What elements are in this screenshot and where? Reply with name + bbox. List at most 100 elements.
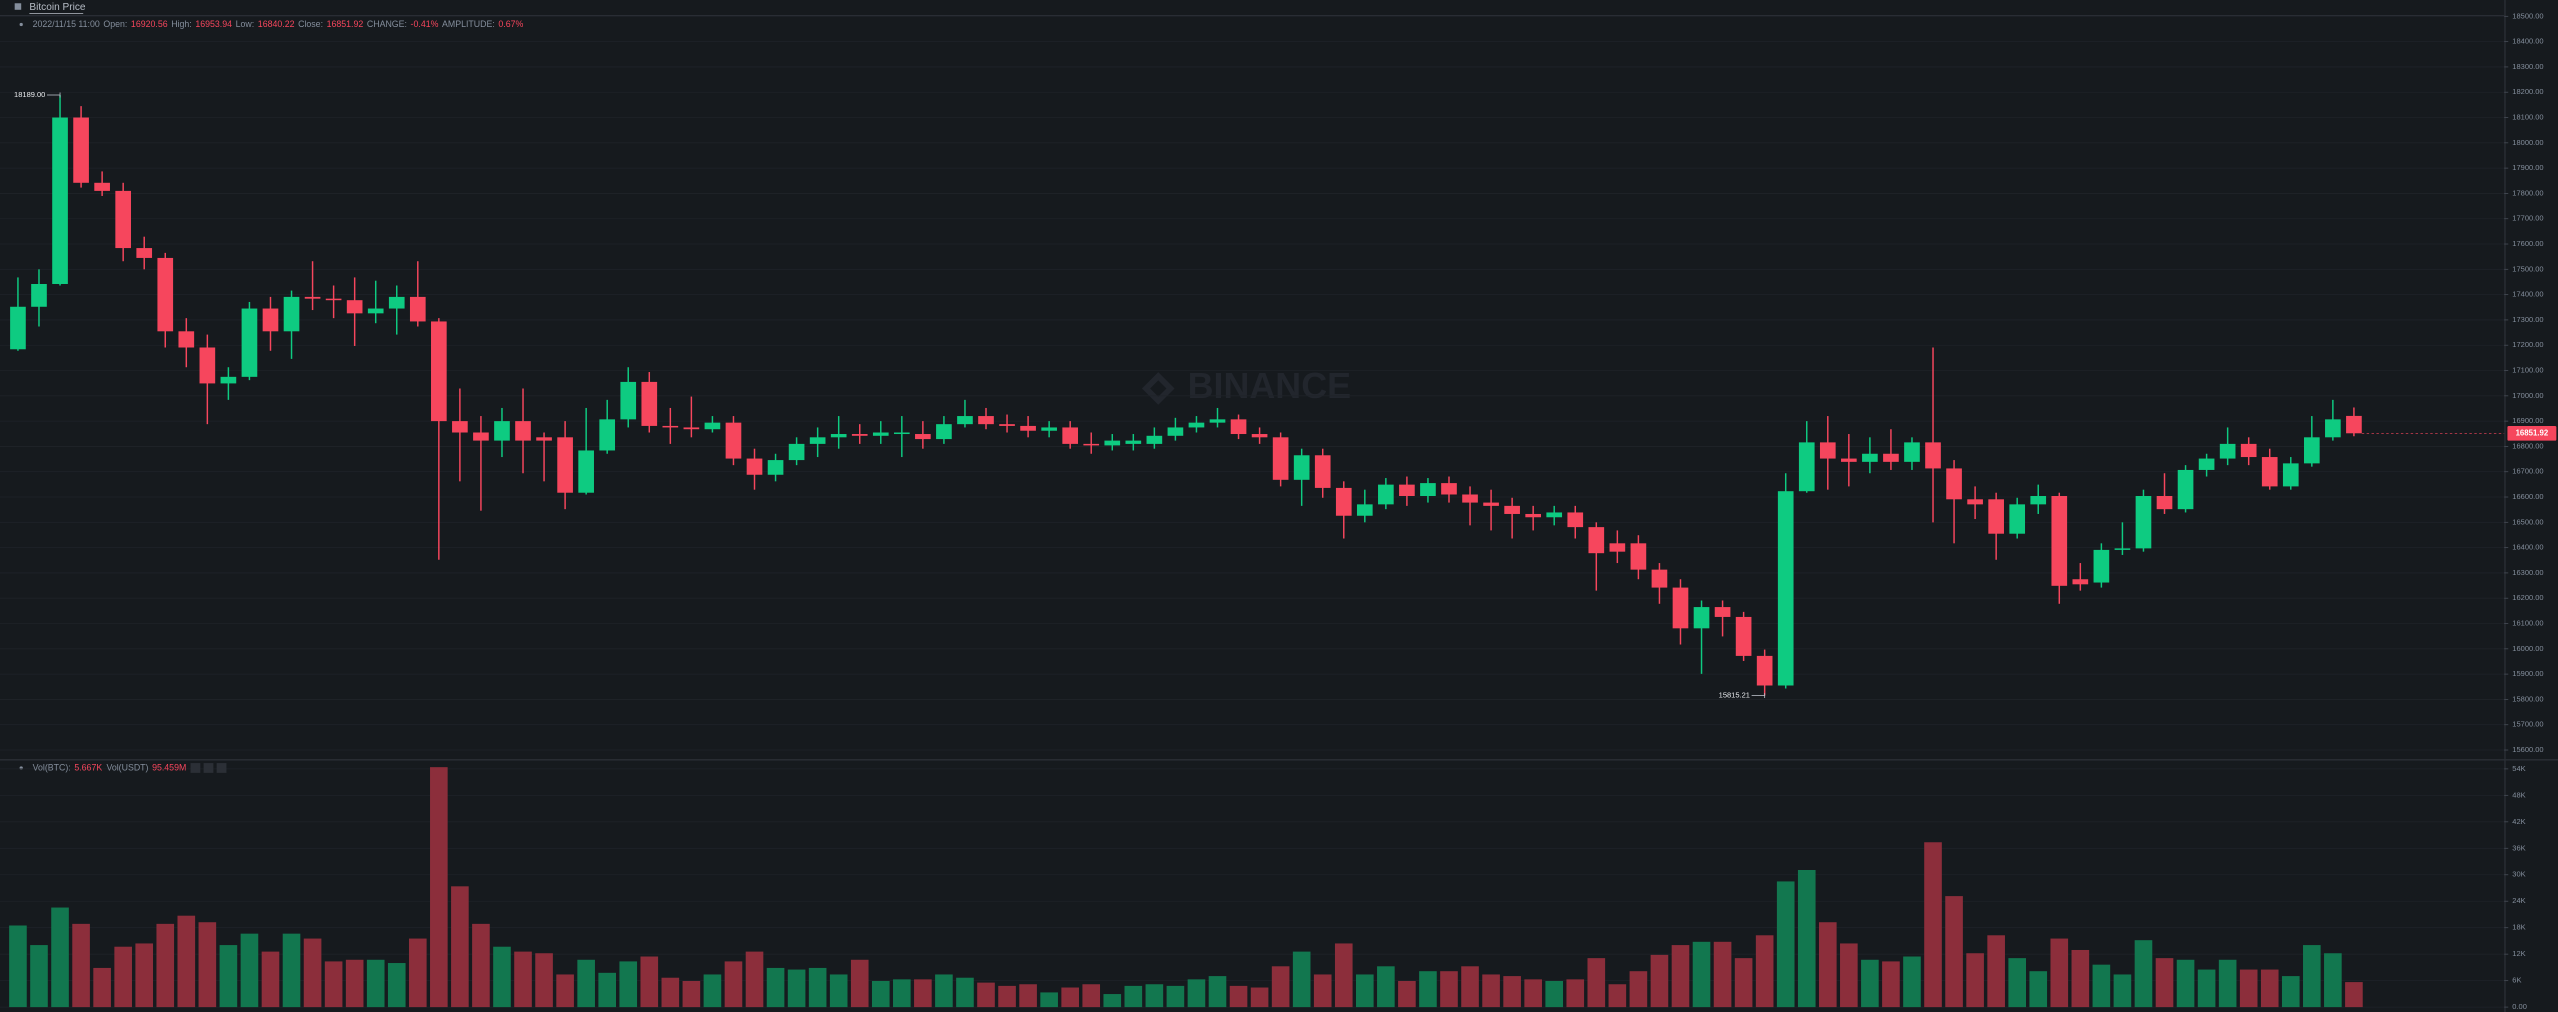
candle-body (1167, 427, 1184, 436)
volume-bar (345, 959, 364, 1008)
candle-body (409, 296, 426, 322)
volume-bar (1924, 842, 1942, 1008)
y-tick-label: 48K (2512, 790, 2525, 799)
volume-bar (2303, 945, 2321, 1008)
candle-body (1777, 491, 1794, 686)
y-tick-label: 16700.00 (2512, 467, 2543, 476)
candle-body (178, 331, 195, 348)
candle-body (851, 434, 868, 436)
volume-bar (1124, 985, 1143, 1008)
volume-bar (1840, 943, 1858, 1008)
candle-body (2240, 443, 2257, 458)
header-field-label: AMPLITUDE: (442, 19, 495, 29)
y-tick-label: 42K (2512, 817, 2525, 826)
candle-body (1083, 443, 1100, 446)
candle-body (641, 381, 658, 426)
y-tick-label: 15600.00 (2512, 745, 2543, 754)
candle-body (199, 347, 216, 384)
candle-body (893, 432, 910, 435)
y-tick-label: 16100.00 (2512, 619, 2543, 628)
candle-body (241, 308, 258, 377)
y-tick-label: 16500.00 (2512, 517, 2543, 526)
candle-body (957, 416, 973, 425)
volume-bar (1966, 953, 1984, 1008)
candle-body (52, 117, 68, 284)
volume-bar (1082, 984, 1101, 1008)
last-price-label: 16851.92 (2516, 429, 2549, 438)
volume-bar (1377, 966, 1395, 1008)
volume-bar (1734, 958, 1753, 1008)
volume-bar (1292, 951, 1311, 1008)
y-tick-label: 24K (2512, 896, 2525, 905)
volume-bar (2197, 969, 2216, 1008)
candle-body (872, 432, 889, 436)
candle-body (1588, 527, 1605, 554)
volume-bar (2176, 959, 2195, 1008)
volume-bar (303, 938, 322, 1008)
candle-body (2282, 463, 2299, 487)
candle-body (1651, 569, 1668, 588)
y-tick-label: 17300.00 (2512, 315, 2543, 324)
volume-bar (387, 963, 406, 1008)
volume-bar (556, 974, 574, 1008)
candle-body (809, 437, 826, 444)
header-field-label: CHANGE: (367, 19, 407, 29)
volume-bar (261, 951, 280, 1008)
y-tick-label: 15700.00 (2512, 720, 2543, 729)
volume-bar (1776, 881, 1795, 1008)
candle-body (2051, 496, 2068, 586)
volume-bar (2345, 982, 2363, 1008)
candle-body (1819, 442, 1836, 459)
volume-bar (1461, 966, 1479, 1008)
y-tick-label: 16900.00 (2512, 416, 2543, 425)
volume-bar (1587, 958, 1606, 1008)
y-tick-label: 15900.00 (2512, 669, 2543, 678)
volume-bar (1019, 984, 1037, 1008)
y-tick-label: 16300.00 (2512, 568, 2543, 577)
candle-body (10, 306, 26, 350)
volume-bar (1187, 979, 1206, 1008)
volume-bar (914, 979, 932, 1008)
volume-bar (1419, 971, 1437, 1008)
candle-body (1483, 502, 1499, 506)
volume-bar (2071, 949, 2090, 1008)
y-tick-label: 18200.00 (2512, 87, 2543, 96)
volume-bar (829, 974, 848, 1008)
candle-body (1062, 427, 1079, 444)
candle-body (1230, 419, 1247, 435)
volume-bar (72, 923, 90, 1008)
candle-body (1378, 484, 1394, 505)
candle-body (452, 421, 468, 433)
volume-bar (451, 886, 469, 1008)
volume-bar (1040, 992, 1058, 1008)
volume-bar (135, 943, 154, 1008)
volume-bar (640, 956, 659, 1008)
y-tick-label: 16600.00 (2512, 492, 2543, 501)
volume-bar (408, 938, 427, 1008)
volume-bar (661, 977, 680, 1008)
volume-bar (1797, 869, 1816, 1008)
volume-bar (1229, 985, 1248, 1008)
candle-body (220, 376, 237, 384)
volume-bar (2134, 940, 2153, 1008)
candle-body (1798, 442, 1815, 492)
candle-body (494, 421, 510, 441)
candle-body (830, 434, 847, 438)
volume-bar (156, 923, 175, 1008)
volume-bar (240, 933, 259, 1008)
volume-bar (977, 982, 995, 1008)
volume-header-label: Vol(USDT) (106, 762, 148, 772)
volume-bar (935, 974, 953, 1008)
candle-body (620, 381, 637, 420)
header-field-label: Low: (236, 19, 255, 29)
candle-body (1356, 504, 1373, 516)
volume-bar (1755, 935, 1774, 1008)
candle-body (1567, 512, 1584, 528)
volume-bar (1861, 959, 1879, 1008)
volume-bar (1145, 984, 1164, 1008)
volume-bar (724, 961, 743, 1008)
header-field-value: 16840.22 (258, 19, 295, 29)
watermark-text: BINANCE (1188, 366, 1351, 406)
candle-body (725, 422, 742, 459)
